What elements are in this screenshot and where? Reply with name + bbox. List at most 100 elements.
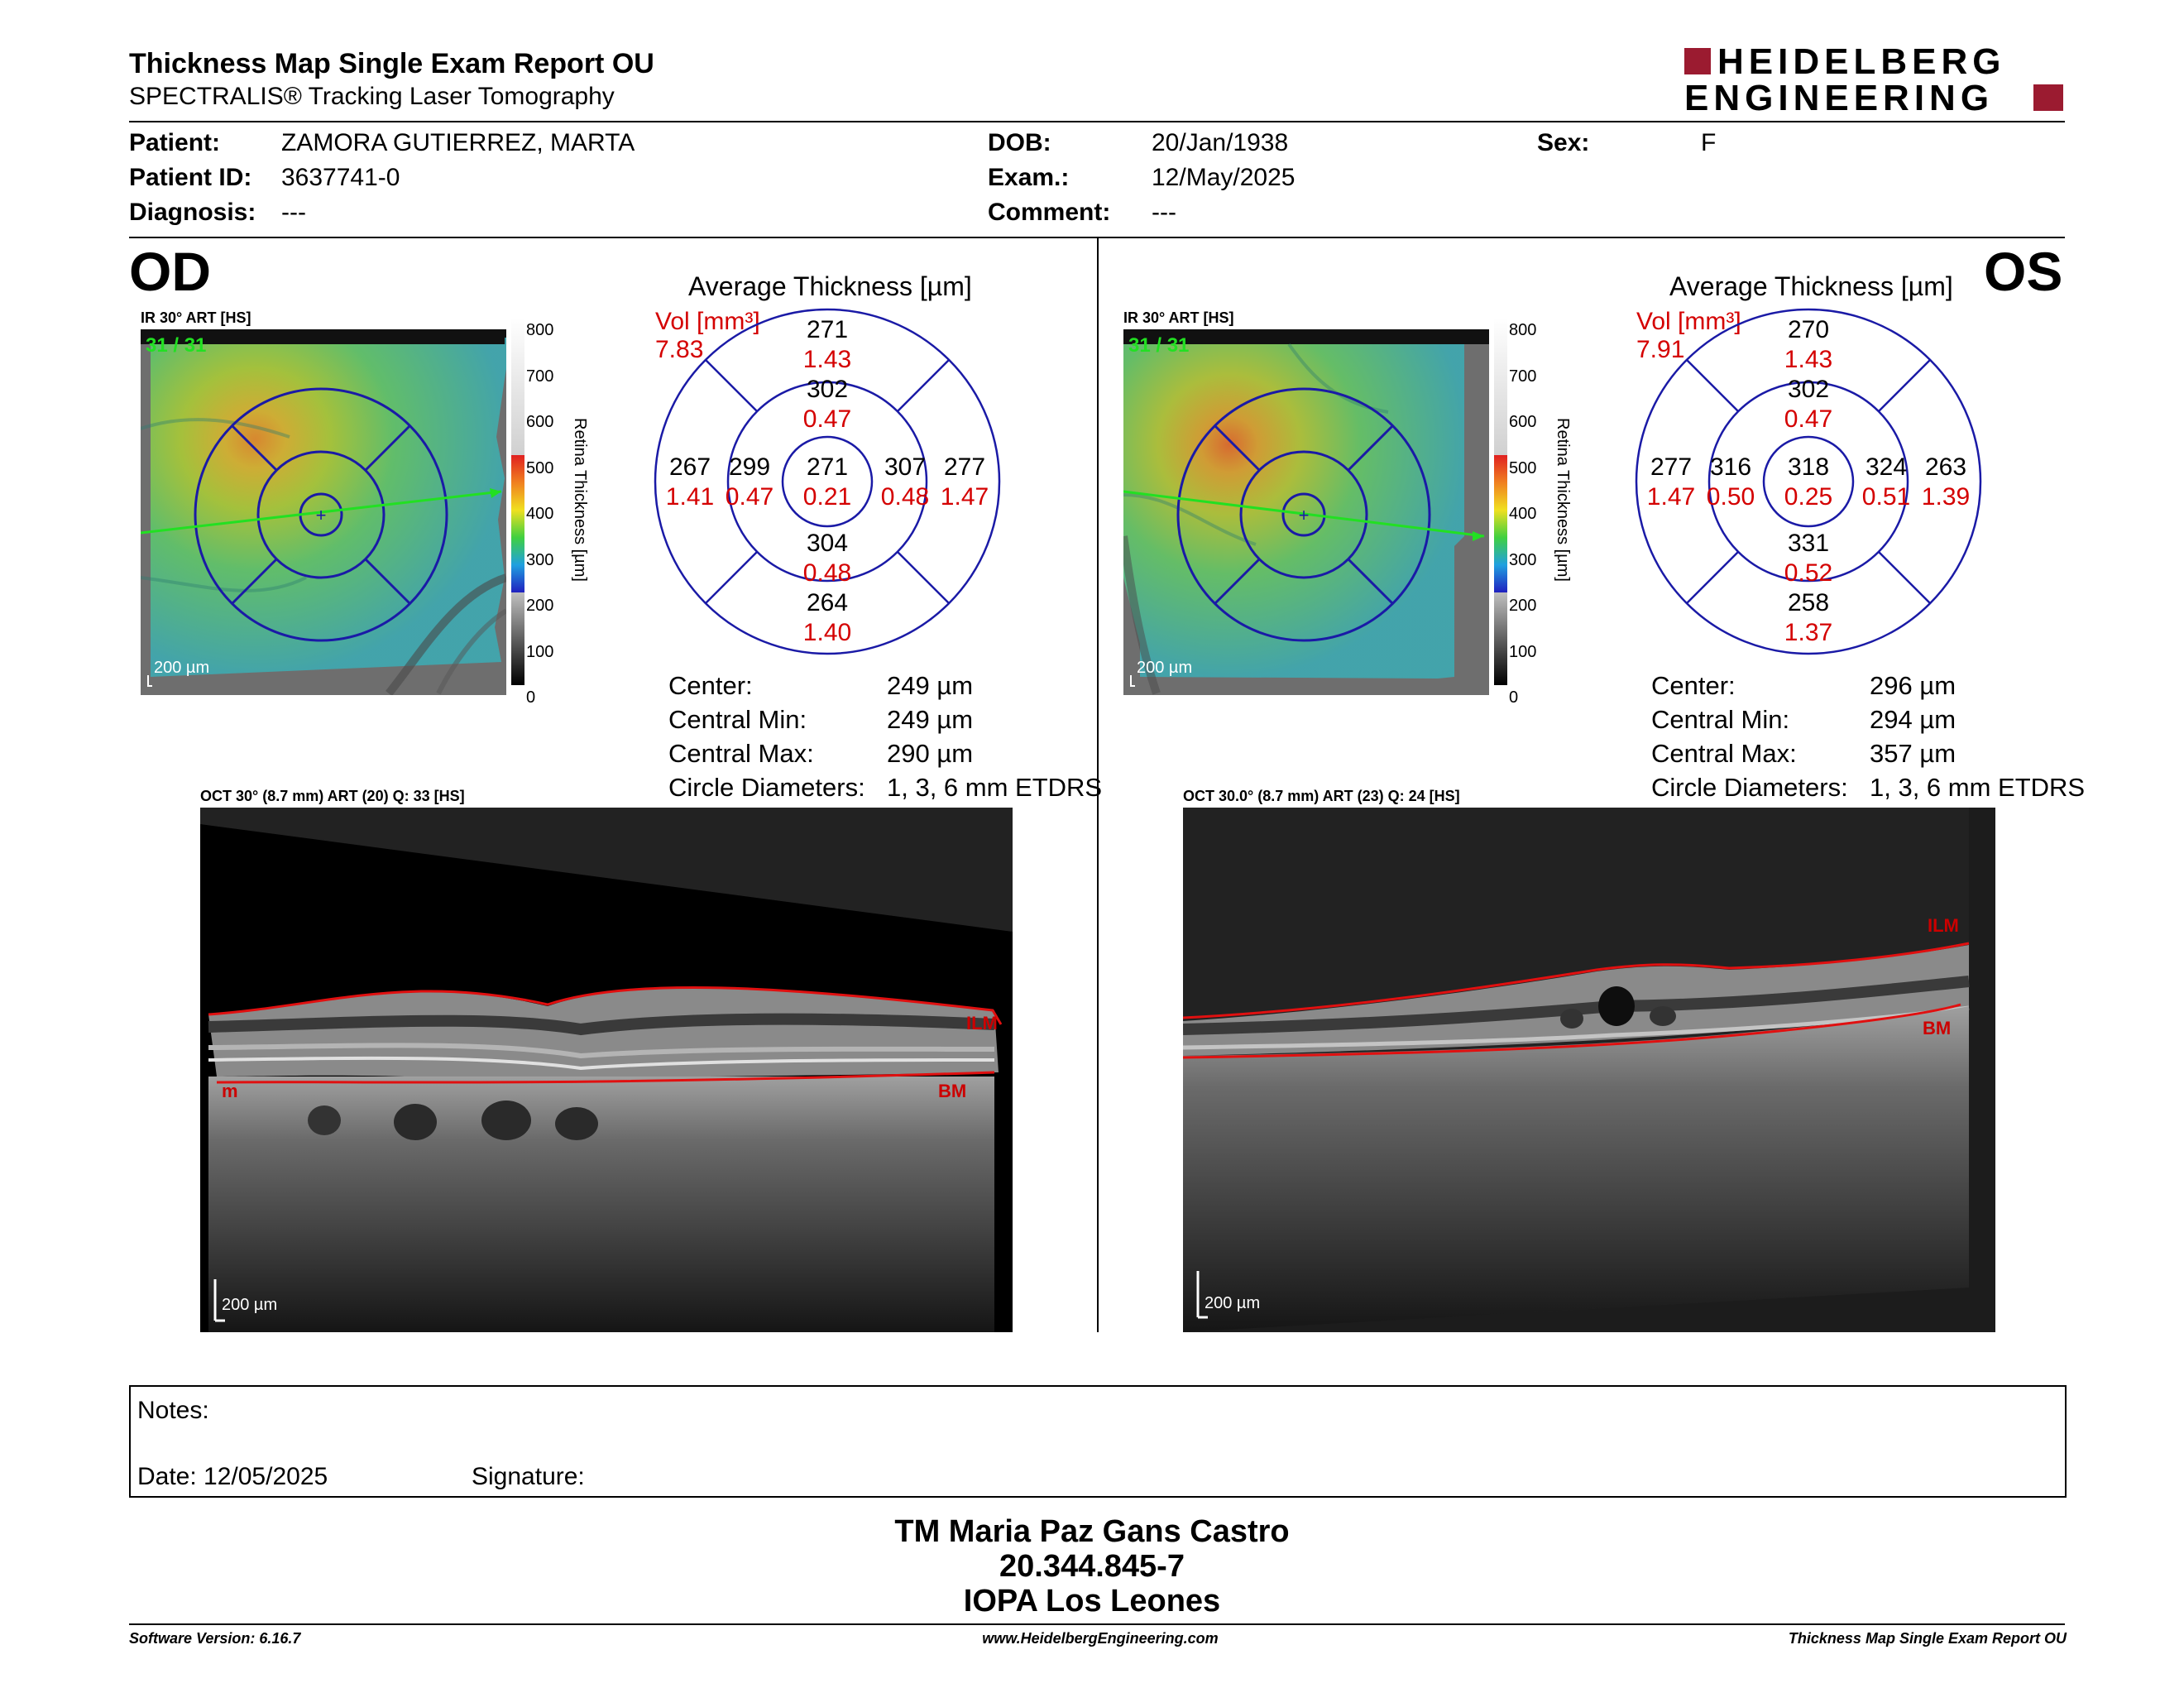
signer-name: TM Maria Paz Gans Castro	[894, 1514, 1290, 1549]
os-outer-left-thickness: 277	[1650, 453, 1692, 481]
exam-label: Exam.:	[988, 164, 1070, 191]
od-ir-label: IR 30° ART [HS]	[141, 309, 251, 326]
od-colorbar	[511, 318, 524, 685]
notes-label: Notes:	[137, 1397, 209, 1424]
od-ir-thickness-map: + 31 / 31 200 µm	[141, 329, 506, 695]
os-oct-label: OCT 30.0° (8.7 mm) ART (23) Q: 24 [HS]	[1183, 788, 1460, 804]
diagnosis-label: Diagnosis:	[129, 199, 256, 226]
sex-value: F	[1701, 129, 1717, 156]
od-outer-right-thickness: 277	[944, 453, 985, 481]
os-map-title: Average Thickness [µm]	[1669, 271, 1953, 301]
od-oct-label: OCT 30° (8.7 mm) ART (20) Q: 33 [HS]	[200, 788, 465, 804]
signer-institution: IOPA Los Leones	[963, 1584, 1221, 1618]
os-outer-inf-thickness: 258	[1788, 589, 1829, 616]
od-etdrs-grid: 271 1.43 302 0.47 271 0.21 299 0.47 307 …	[654, 308, 1001, 655]
diagnosis-value: ---	[281, 199, 306, 226]
od-outer-right-volume: 1.47	[941, 483, 989, 511]
os-bm-label: BM	[1923, 1018, 1952, 1038]
os-inner-sup-thickness: 302	[1788, 376, 1829, 403]
notes-signature-label: Signature:	[472, 1463, 585, 1490]
os-center-volume: 0.25	[1784, 483, 1832, 511]
footer-report-name: Thickness Map Single Exam Report OU	[1788, 1630, 2067, 1647]
os-inner-right-thickness: 324	[1866, 453, 1907, 481]
patient-id-label: Patient ID:	[129, 164, 252, 191]
sex-label: Sex:	[1537, 129, 1590, 156]
od-ir-counter: 31 / 31	[146, 334, 207, 357]
os-ir-thickness-map: + 31 / 31 200 µm	[1123, 329, 1489, 695]
signature-block: TM Maria Paz Gans Castro 20.344.845-7 IO…	[678, 1514, 1506, 1618]
dob-value: 20/Jan/1938	[1152, 129, 1289, 156]
os-inner-inf-volume: 0.52	[1784, 559, 1832, 587]
od-inner-sup-volume: 0.47	[803, 405, 851, 433]
os-outer-right-volume: 1.39	[1922, 483, 1970, 511]
os-oct-scale: 200 µm	[1205, 1294, 1261, 1312]
od-outer-sup-thickness: 271	[807, 316, 848, 343]
comment-label: Comment:	[988, 199, 1111, 226]
od-inner-right-volume: 0.48	[881, 483, 929, 511]
report-subtitle: SPECTRALIS® Tracking Laser Tomography	[129, 83, 615, 110]
notes-box[interactable]: Notes: Date: 12/05/2025 Signature:	[129, 1385, 2067, 1498]
od-bm-left-label: m	[222, 1081, 238, 1101]
os-inner-left-thickness: 316	[1710, 453, 1751, 481]
od-outer-left-thickness: 267	[669, 453, 711, 481]
od-inner-sup-thickness: 302	[807, 376, 848, 403]
os-stats-values: 296 µm 294 µm 357 µm 1, 3, 6 mm ETDRS	[1870, 671, 2086, 802]
dob-label: DOB:	[988, 129, 1051, 156]
od-stats-labels: Center: Central Min: Central Max: Circle D…	[668, 671, 865, 802]
os-outer-right-thickness: 263	[1925, 453, 1966, 481]
notes-date: Date: 12/05/2025	[137, 1463, 328, 1490]
os-outer-sup-thickness: 270	[1788, 316, 1829, 343]
os-ilm-label: ILM	[1928, 915, 1959, 936]
od-colorbar-label: Retina Thickness [µm]	[571, 418, 589, 582]
footer-software-version: Software Version: 6.16.7	[129, 1630, 301, 1647]
os-colorbar	[1494, 318, 1507, 685]
os-eye-label: OS	[1984, 241, 2063, 302]
comment-value: ---	[1152, 199, 1176, 226]
os-outer-sup-volume: 1.43	[1784, 346, 1832, 373]
os-stats-labels: Center: Central Min: Central Max: Circle D…	[1651, 671, 1848, 802]
os-inner-sup-volume: 0.47	[1784, 405, 1832, 433]
od-ir-scale: 200 µm	[154, 659, 210, 677]
os-inner-left-volume: 0.50	[1707, 483, 1755, 511]
patient-label: Patient:	[129, 129, 221, 156]
od-outer-sup-volume: 1.43	[803, 346, 851, 373]
od-colorbar-ticks: 800 700 600 500 400 300 200 100 0	[526, 321, 554, 707]
od-stats-values: 249 µm 249 µm 290 µm 1, 3, 6 mm ETDRS	[887, 671, 1103, 802]
od-outer-left-volume: 1.41	[666, 483, 714, 511]
os-inner-right-volume: 0.51	[1862, 483, 1910, 511]
exam-value: 12/May/2025	[1152, 164, 1296, 191]
svg-text:+: +	[316, 505, 327, 525]
od-inner-left-thickness: 299	[729, 453, 770, 481]
od-ilm-label: ILM	[966, 1013, 998, 1033]
od-map-title: Average Thickness [µm]	[688, 271, 972, 301]
os-ir-scale: 200 µm	[1137, 659, 1193, 677]
os-outer-left-volume: 1.47	[1647, 483, 1695, 511]
patient-id: 3637741-0	[281, 164, 400, 191]
heidelberg-logo: HEIDELBERG ENGINEERING	[1684, 41, 2065, 118]
os-colorbar-ticks: 800 700 600 500 400 300 200 100 0	[1509, 321, 1537, 707]
os-inner-inf-thickness: 331	[1788, 530, 1829, 557]
svg-text:+: +	[1299, 505, 1310, 525]
os-oct-scan: ILM BM 200 µm	[1183, 808, 1995, 1332]
od-inner-left-volume: 0.47	[726, 483, 774, 511]
os-ir-label: IR 30° ART [HS]	[1123, 309, 1234, 326]
od-eye-label: OD	[129, 241, 211, 302]
os-vol-value: 7.91	[1636, 336, 1685, 363]
patient-name: ZAMORA GUTIERREZ, MARTA	[281, 129, 635, 156]
os-etdrs-grid: 270 1.43 302 0.47 318 0.25 316 0.50 324 …	[1635, 308, 1982, 655]
od-oct-scale: 200 µm	[222, 1296, 278, 1314]
od-vol-value: 7.83	[655, 336, 704, 363]
od-oct-scan: ILM BM m 200 µm	[200, 808, 1013, 1332]
os-center-thickness: 318	[1788, 453, 1829, 481]
report-title: Thickness Map Single Exam Report OU	[129, 48, 654, 79]
od-bm-label: BM	[938, 1081, 967, 1101]
footer-website[interactable]: www.HeidelbergEngineering.com	[982, 1630, 1219, 1647]
os-ir-counter: 31 / 31	[1128, 334, 1190, 357]
os-outer-inf-volume: 1.37	[1784, 619, 1832, 646]
od-inner-inf-thickness: 304	[807, 530, 848, 557]
os-colorbar-label: Retina Thickness [µm]	[1554, 418, 1572, 582]
od-outer-inf-thickness: 264	[807, 589, 848, 616]
od-outer-inf-volume: 1.40	[803, 619, 851, 646]
od-inner-inf-volume: 0.48	[803, 559, 851, 587]
od-center-thickness: 271	[807, 453, 848, 481]
